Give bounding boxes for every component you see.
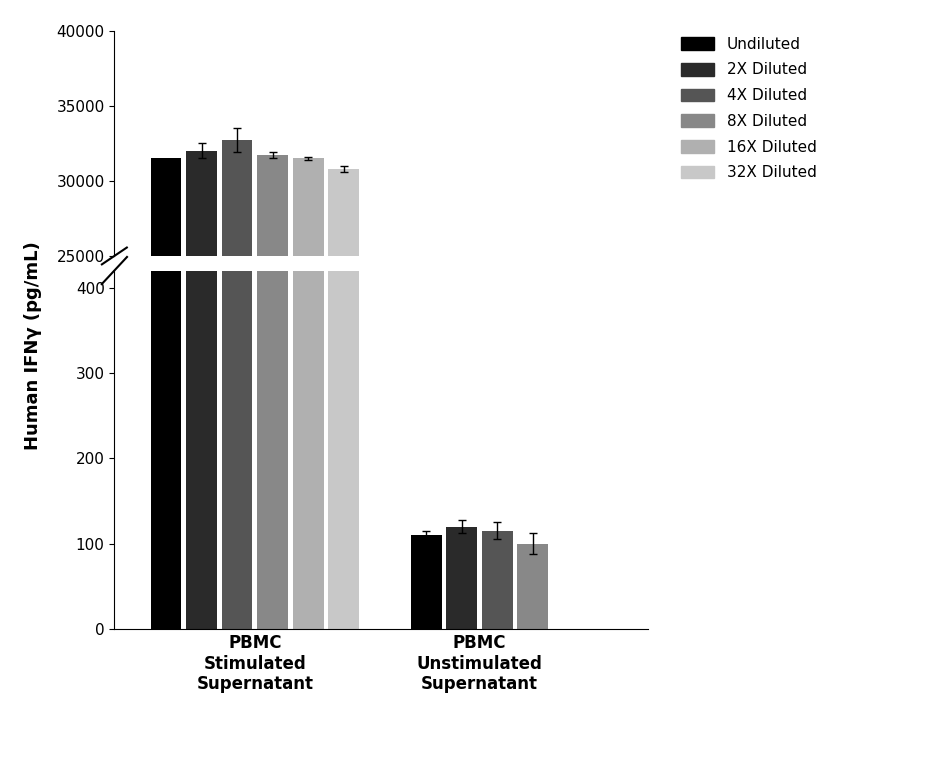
Bar <box>446 526 477 629</box>
Bar <box>292 158 324 631</box>
Bar <box>257 0 288 629</box>
Bar <box>150 0 181 629</box>
Bar <box>222 0 252 629</box>
Bar <box>517 544 547 629</box>
Bar <box>222 140 252 631</box>
Bar <box>186 151 217 631</box>
Bar <box>257 156 288 631</box>
Bar <box>327 169 359 631</box>
Text: Human IFNγ (pg/mL): Human IFNγ (pg/mL) <box>25 241 42 449</box>
Bar <box>327 0 359 629</box>
Bar <box>186 0 217 629</box>
Bar <box>410 535 441 629</box>
Bar <box>482 531 512 629</box>
Bar <box>150 158 181 631</box>
Bar <box>292 0 324 629</box>
Legend: Undiluted, 2X Diluted, 4X Diluted, 8X Diluted, 16X Diluted, 32X Diluted: Undiluted, 2X Diluted, 4X Diluted, 8X Di… <box>674 31 822 186</box>
